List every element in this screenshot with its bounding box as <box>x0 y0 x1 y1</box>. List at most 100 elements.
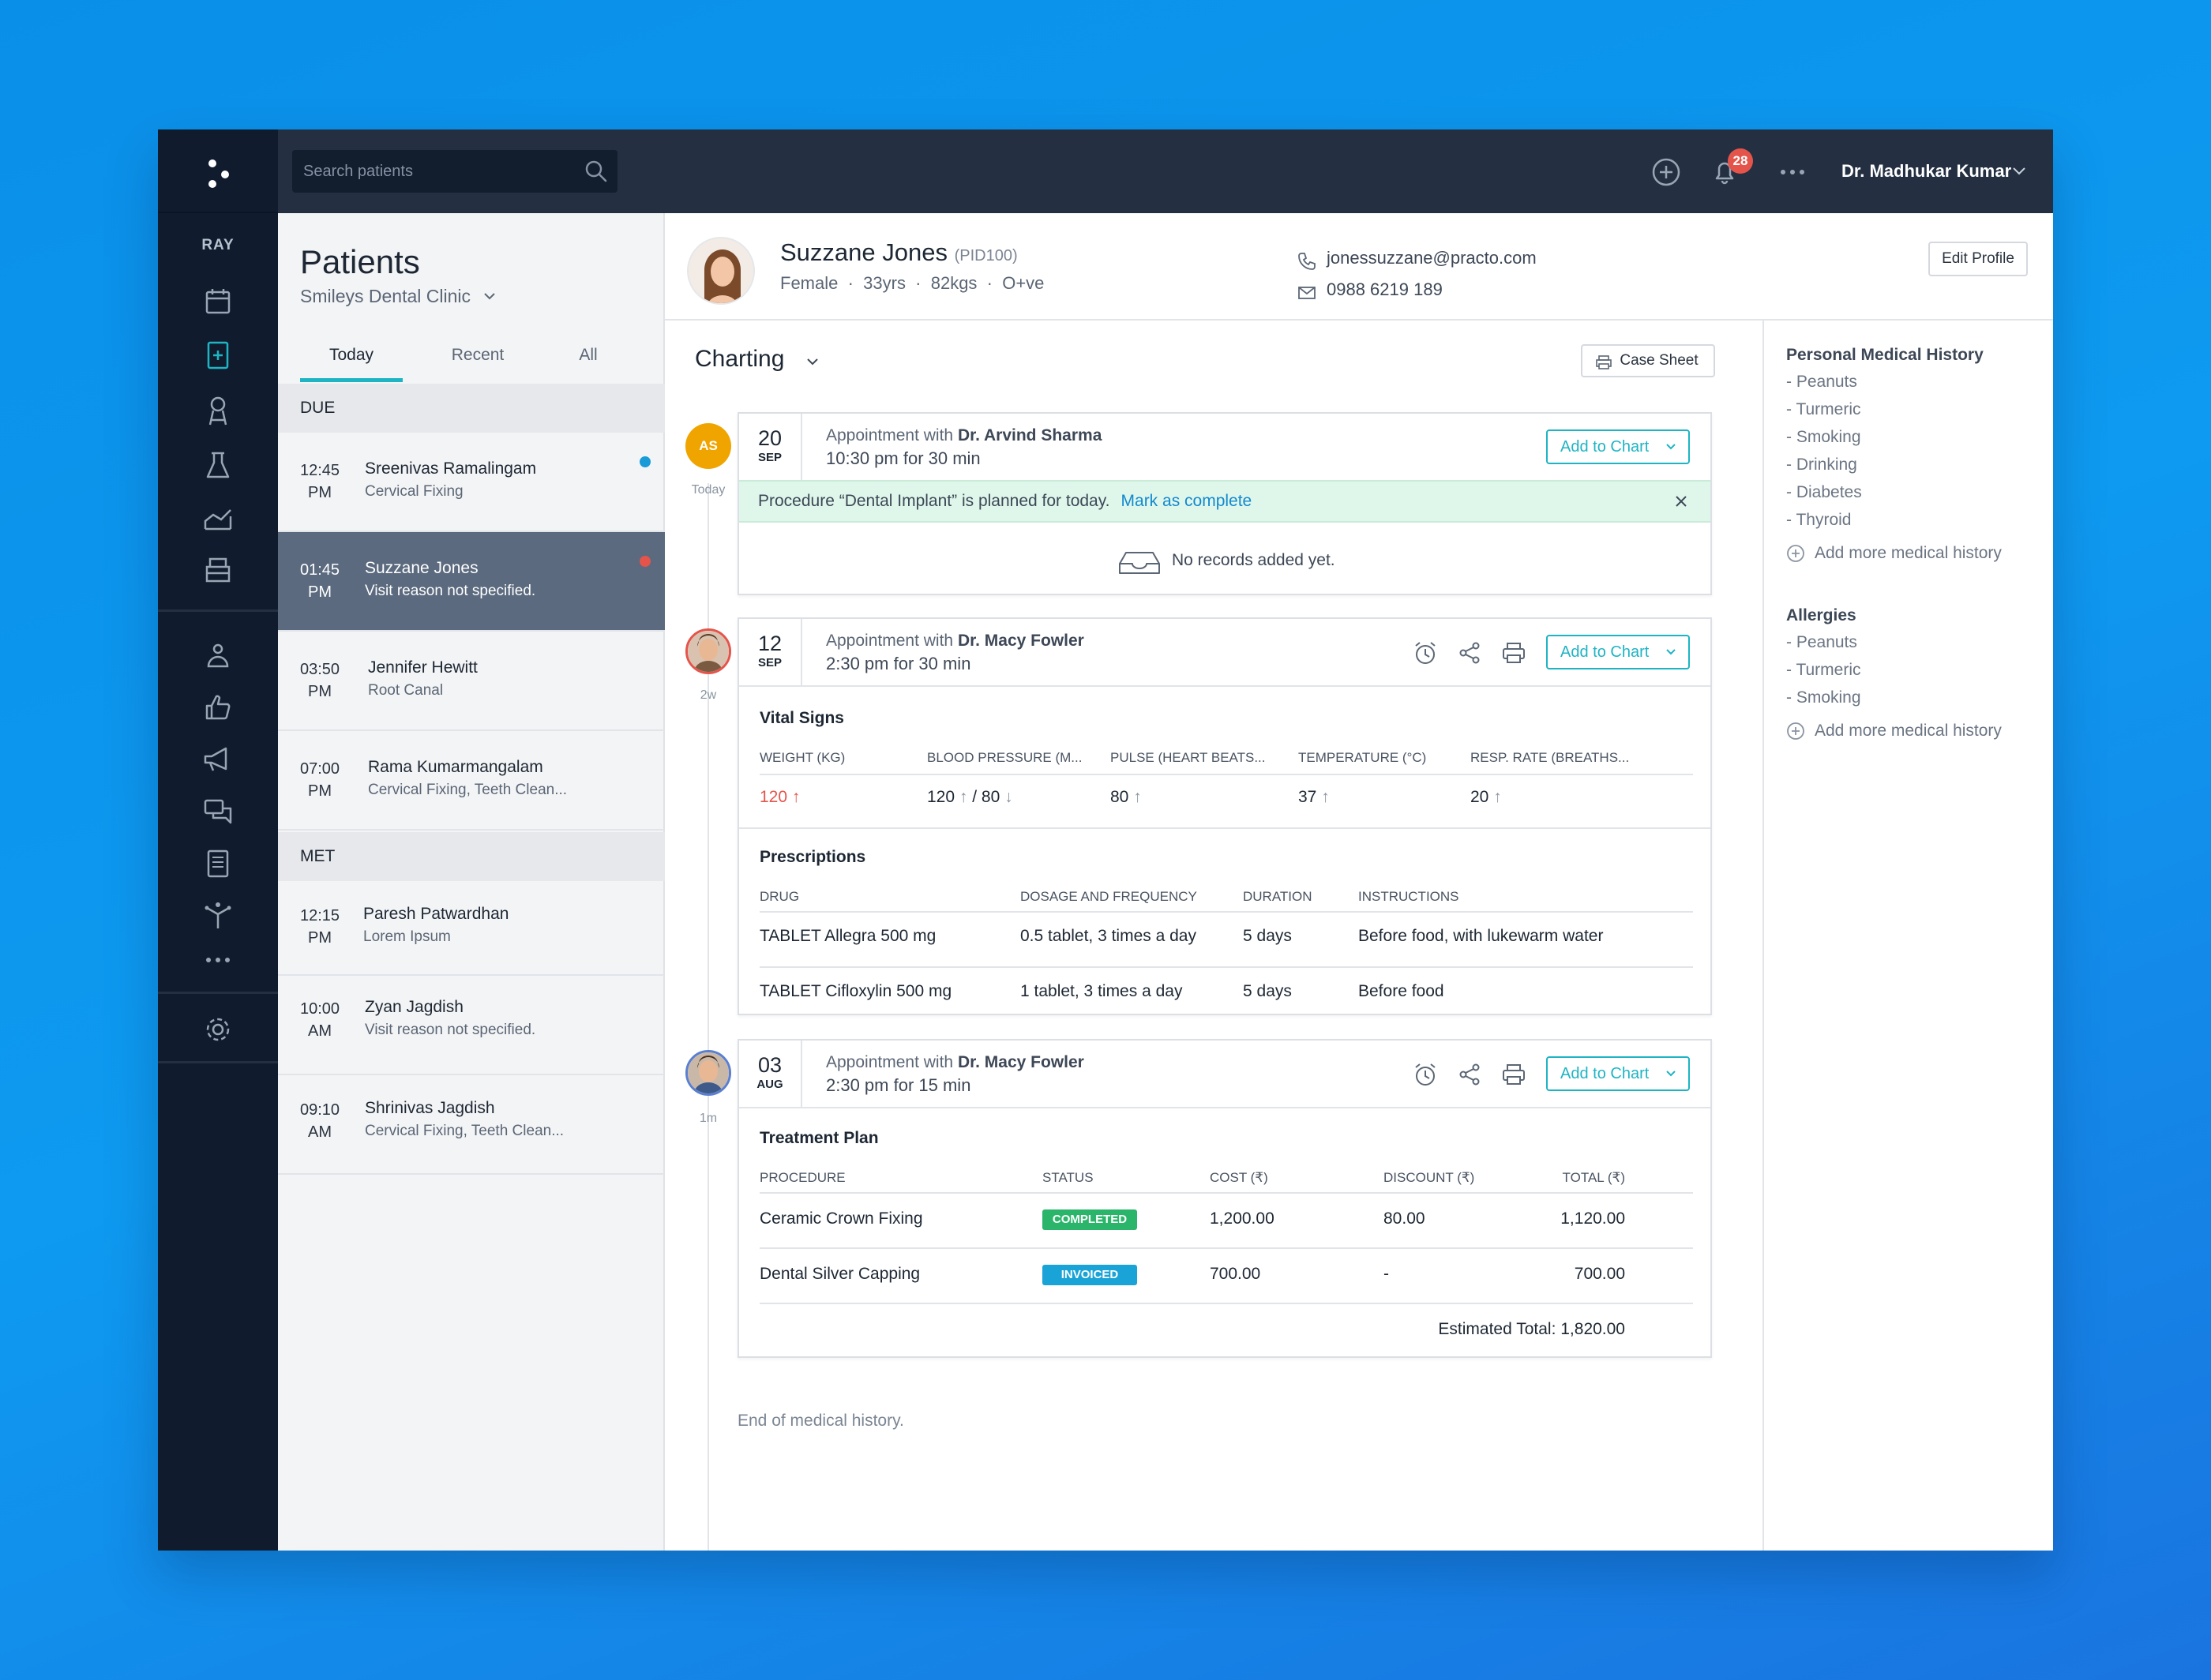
thumbs-up-icon[interactable] <box>199 688 237 726</box>
nav-divider <box>158 992 278 994</box>
prescriptions-title: Prescriptions <box>760 848 866 866</box>
patient-row[interactable]: 12:15 PM Paresh Patwardhan Lorem Ipsum <box>278 881 665 976</box>
settings-gear-icon[interactable] <box>199 1011 237 1048</box>
network-icon[interactable] <box>199 897 237 935</box>
rx-duration: 5 days <box>1243 982 1292 1000</box>
tab-today[interactable]: Today <box>300 346 403 382</box>
visit-reason: Cervical Fixing, Teeth Clean... <box>365 1123 565 1139</box>
visit-reason: Cervical Fixing <box>365 483 464 500</box>
appointment-date: 20 SEP <box>739 414 802 480</box>
patient-phone[interactable]: 0988 6219 189 <box>1327 279 1443 299</box>
tab-all[interactable]: All <box>579 346 598 364</box>
chevron-down-icon <box>484 293 495 300</box>
case-sheet-button[interactable]: Case Sheet <box>1581 344 1715 377</box>
time-value: 12:45 <box>300 462 340 479</box>
search-box[interactable] <box>292 150 618 193</box>
date-month: AUG <box>756 1078 783 1091</box>
mark-complete-link[interactable]: Mark as complete <box>1121 492 1252 510</box>
medical-history-sidebar: Personal Medical History - Peanuts - Tur… <box>1762 321 2053 1551</box>
appointment-prefix: Appointment with <box>826 632 954 650</box>
case-sheet-label: Case Sheet <box>1620 352 1699 369</box>
plan-header: COST (₹) <box>1210 1170 1268 1185</box>
add-to-chart-label: Add to Chart <box>1560 643 1650 661</box>
timeline-label: 2w <box>700 688 717 702</box>
charting-dropdown[interactable]: Charting <box>695 346 818 373</box>
add-history-label: Add more medical history <box>1815 544 2002 562</box>
patient-row[interactable]: 07:00 PM Rama Kumarmangalam Cervical Fixi… <box>278 731 665 831</box>
patient-name: Shrinivas Jagdish <box>365 1099 495 1117</box>
patient-row[interactable]: 03:50 PM Jennifer Hewitt Root Canal <box>278 632 665 731</box>
add-circle-icon <box>1787 545 1804 562</box>
add-to-chart-button[interactable]: Add to Chart <box>1546 429 1690 464</box>
doctor-initials-avatar: AS <box>685 423 731 469</box>
alarm-clock-icon[interactable] <box>1412 1061 1439 1088</box>
patient-row[interactable]: 09:10 AM Shrinivas Jagdish Cervical Fixin… <box>278 1075 665 1175</box>
status-dot <box>640 556 651 567</box>
clinic-selector[interactable]: Smileys Dental Clinic <box>300 286 495 307</box>
end-of-history-text: End of medical history. <box>738 1412 904 1430</box>
plan-total: 1,120.00 <box>1560 1209 1625 1228</box>
tooth-implant-icon[interactable] <box>199 392 237 429</box>
patient-tabs: Today Recent All <box>300 346 643 384</box>
patient-row[interactable]: 10:00 AM Zyan Jagdish Visit reason not sp… <box>278 976 665 1075</box>
printer-icon[interactable] <box>1500 1061 1527 1088</box>
section-due: DUE <box>278 384 665 433</box>
document-list-icon[interactable] <box>199 845 237 883</box>
profile-icon[interactable] <box>199 636 237 674</box>
appointment-time: 2:30 pm for 30 min <box>826 654 971 673</box>
reports-chart-icon[interactable] <box>199 499 237 537</box>
user-menu[interactable]: Dr. Madhukar Kumar <box>1841 161 2025 182</box>
printer-icon[interactable] <box>1500 639 1527 666</box>
chat-icon[interactable] <box>199 793 237 831</box>
lab-flask-icon[interactable] <box>199 447 237 485</box>
patient-name: Sreenivas Ramalingam <box>365 459 537 478</box>
arrow-down-icon: ↓ <box>1004 788 1013 806</box>
table-divider <box>760 1192 1693 1194</box>
search-icon[interactable] <box>583 158 610 185</box>
bell-icon[interactable] <box>1709 156 1740 188</box>
edit-profile-button[interactable]: Edit Profile <box>1928 242 2028 276</box>
patient-list-panel: Patients Smileys Dental Clinic Today Rec… <box>278 213 665 1551</box>
arrow-up-icon: ↑ <box>1321 788 1330 806</box>
weight-number: 120 <box>760 788 788 806</box>
app-logo[interactable] <box>158 129 278 213</box>
add-circle-icon[interactable] <box>1650 156 1682 188</box>
table-divider <box>760 774 1693 775</box>
patient-weight: 82kgs <box>930 273 978 293</box>
arrow-up-icon: ↑ <box>959 788 968 806</box>
share-icon[interactable] <box>1456 639 1483 666</box>
arrow-up-icon: ↑ <box>1133 788 1142 806</box>
patient-name: Suzzane Jones <box>365 559 479 577</box>
calendar-icon[interactable] <box>199 283 237 321</box>
patient-row[interactable]: 12:45 PM Sreenivas Ramalingam Cervical Fi… <box>278 433 665 532</box>
time-ampm: AM <box>308 1123 332 1141</box>
more-nav-icon[interactable] <box>199 941 237 979</box>
add-to-chart-button[interactable]: Add to Chart <box>1546 1056 1690 1091</box>
time-value: 10:00 <box>300 1000 340 1018</box>
close-icon[interactable] <box>1674 494 1688 508</box>
alarm-clock-icon[interactable] <box>1412 639 1439 666</box>
tab-recent[interactable]: Recent <box>451 346 505 364</box>
timeline-label: Today <box>691 483 726 497</box>
add-to-chart-button[interactable]: Add to Chart <box>1546 635 1690 669</box>
visit-reason: Visit reason not specified. <box>365 1022 536 1038</box>
more-options-icon[interactable] <box>1777 156 1808 188</box>
patient-record-icon[interactable] <box>199 336 237 374</box>
patient-row-selected[interactable]: 01:45 PM Suzzane Jones Visit reason not s… <box>278 532 665 632</box>
resp-rate-value: 20 ↑ <box>1470 788 1502 807</box>
share-icon[interactable] <box>1456 1061 1483 1088</box>
table-divider <box>760 1303 1693 1304</box>
patient-header: Suzzane Jones (PID100) Female · 33yrs · … <box>665 213 2053 321</box>
plan-cost: 1,200.00 <box>1210 1209 1274 1228</box>
search-input[interactable] <box>292 150 576 193</box>
visit-reason: Root Canal <box>368 682 444 699</box>
table-divider <box>760 966 1693 968</box>
status-badge-invoiced: INVOICED <box>1042 1265 1137 1285</box>
appointment-card: 03 AUG Appointment with Dr. Macy Fowler 2… <box>738 1039 1712 1358</box>
history-item: - Drinking <box>1786 456 1857 474</box>
timeline-label: 1m <box>699 1112 718 1125</box>
patient-email[interactable]: jonessuzzane@practo.com <box>1327 248 1537 268</box>
vitals-header: TEMPERATURE (°C) <box>1298 750 1427 765</box>
megaphone-icon[interactable] <box>199 741 237 778</box>
inventory-box-icon[interactable] <box>199 551 237 589</box>
